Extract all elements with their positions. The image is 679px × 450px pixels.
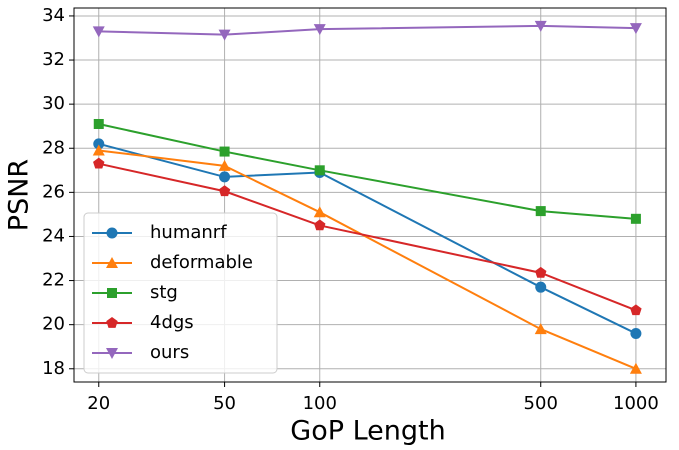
marker xyxy=(106,257,118,268)
marker xyxy=(535,281,547,293)
marker xyxy=(93,157,105,169)
marker xyxy=(93,118,104,129)
marker xyxy=(535,266,547,278)
marker xyxy=(314,219,326,231)
series-line xyxy=(98,24,636,36)
marker xyxy=(92,26,105,38)
y-tick-label: 22 xyxy=(42,270,65,291)
legend-box xyxy=(83,212,278,374)
y-tick-label: 34 xyxy=(42,5,65,26)
x-tick-label: 20 xyxy=(87,393,110,414)
marker xyxy=(106,317,118,328)
marker xyxy=(314,165,325,176)
x-tick-label: 50 xyxy=(213,393,236,414)
marker xyxy=(218,159,231,171)
x-axis-label: GoP Length xyxy=(290,416,445,447)
legend-label: 4dgs xyxy=(150,312,194,333)
marker xyxy=(218,185,231,197)
x-tick-label: 1000 xyxy=(613,393,659,414)
marker xyxy=(107,288,117,298)
marker xyxy=(93,138,105,150)
marker xyxy=(629,23,642,35)
x-tick-label: 500 xyxy=(524,393,558,414)
marker xyxy=(534,20,547,32)
marker xyxy=(219,146,230,157)
y-tick-label: 24 xyxy=(42,225,65,246)
y-axis-label: PSNR xyxy=(4,159,35,231)
marker xyxy=(313,24,326,36)
marker xyxy=(630,327,642,339)
y-tick-label: 26 xyxy=(42,181,65,202)
marker xyxy=(92,144,105,156)
y-tick-label: 20 xyxy=(42,314,65,335)
x-tick-label: 100 xyxy=(303,393,337,414)
marker xyxy=(218,29,231,41)
marker xyxy=(106,348,118,359)
marker xyxy=(535,206,546,217)
y-tick-label: 28 xyxy=(42,137,65,158)
plot-frame xyxy=(73,7,667,383)
legend: humanrf deformable stg 4dgs ours xyxy=(83,212,278,374)
marker xyxy=(629,362,642,374)
y-tick-label: 32 xyxy=(42,49,65,70)
series-line xyxy=(98,123,636,220)
y-tick-label: 18 xyxy=(42,358,65,379)
legend-label: deformable xyxy=(150,252,253,273)
legend-label: ours xyxy=(150,342,189,363)
y-tick-label: 30 xyxy=(42,93,65,114)
marker xyxy=(630,304,642,316)
legend-label: humanrf xyxy=(150,222,227,243)
marker xyxy=(106,227,118,239)
marker xyxy=(313,206,326,218)
marker xyxy=(534,323,547,335)
marker xyxy=(219,171,231,183)
marker xyxy=(630,213,641,224)
legend-label: stg xyxy=(150,282,178,303)
